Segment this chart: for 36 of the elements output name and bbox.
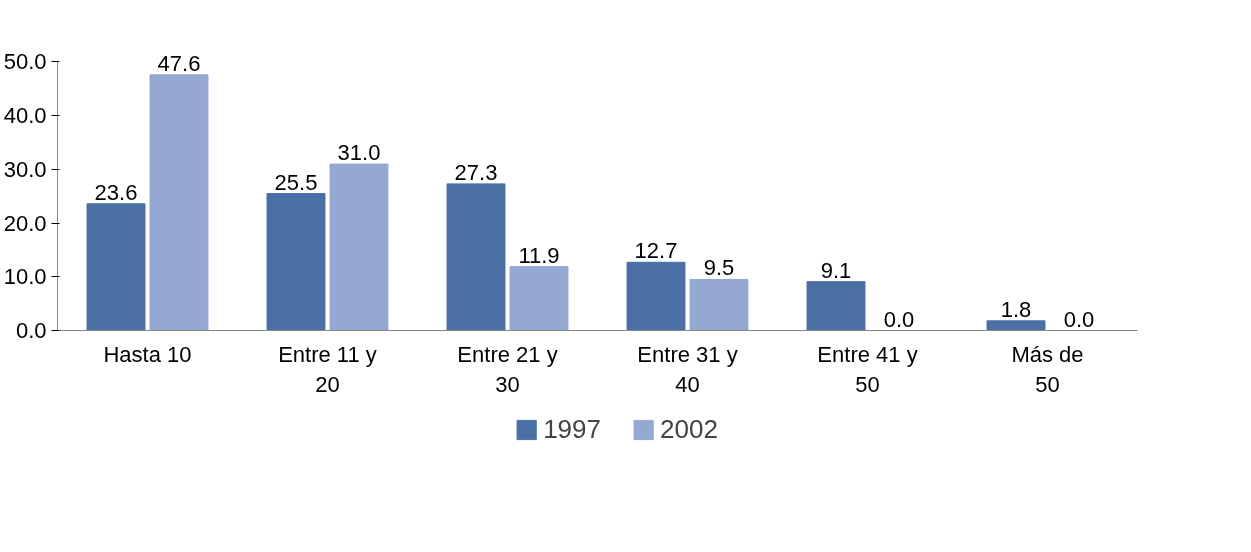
- x-tick-label: Más de 50: [1011, 341, 1084, 397]
- data-label: 25.5: [274, 169, 318, 195]
- bar: [689, 278, 749, 331]
- data-label: 31.0: [337, 140, 381, 166]
- bar: [626, 261, 686, 331]
- data-label: 0.0: [883, 306, 915, 332]
- data-label: 11.9: [518, 242, 560, 268]
- x-tick-label: Entre 41 y 50: [817, 341, 918, 397]
- y-tick-label: 40.0: [3, 103, 47, 129]
- y-tick-label: 10.0: [3, 264, 47, 290]
- legend-label: 1997: [543, 413, 601, 445]
- data-label: 0.0: [1063, 306, 1095, 332]
- bar: [806, 281, 866, 331]
- x-tick-label: Entre 21 y 30: [457, 341, 558, 397]
- data-label: 23.6: [94, 179, 138, 205]
- x-tick-label: Entre 11 y 20: [278, 341, 377, 397]
- y-tick-label: 20.0: [3, 210, 47, 236]
- bar: [266, 193, 326, 331]
- bar: [986, 320, 1046, 331]
- data-label: 1.8: [1000, 296, 1032, 322]
- data-label: 27.3: [454, 159, 498, 185]
- y-tick-label: 30.0: [3, 156, 47, 182]
- bar: [509, 266, 569, 331]
- bar: [86, 203, 146, 331]
- y-tick-label: 50.0: [3, 49, 47, 75]
- data-label: 47.6: [157, 50, 201, 76]
- bar: [446, 183, 506, 331]
- x-tick-label: Entre 31 y 40: [637, 341, 738, 397]
- x-tick-label: Hasta 10: [103, 341, 192, 367]
- legend-label: 2002: [660, 413, 718, 445]
- data-label: 9.5: [703, 255, 735, 281]
- bar: [329, 163, 389, 331]
- y-tick-label: 0.0: [15, 318, 47, 343]
- data-label: 12.7: [634, 238, 678, 264]
- data-label: 9.1: [820, 257, 852, 283]
- bar: [149, 74, 209, 331]
